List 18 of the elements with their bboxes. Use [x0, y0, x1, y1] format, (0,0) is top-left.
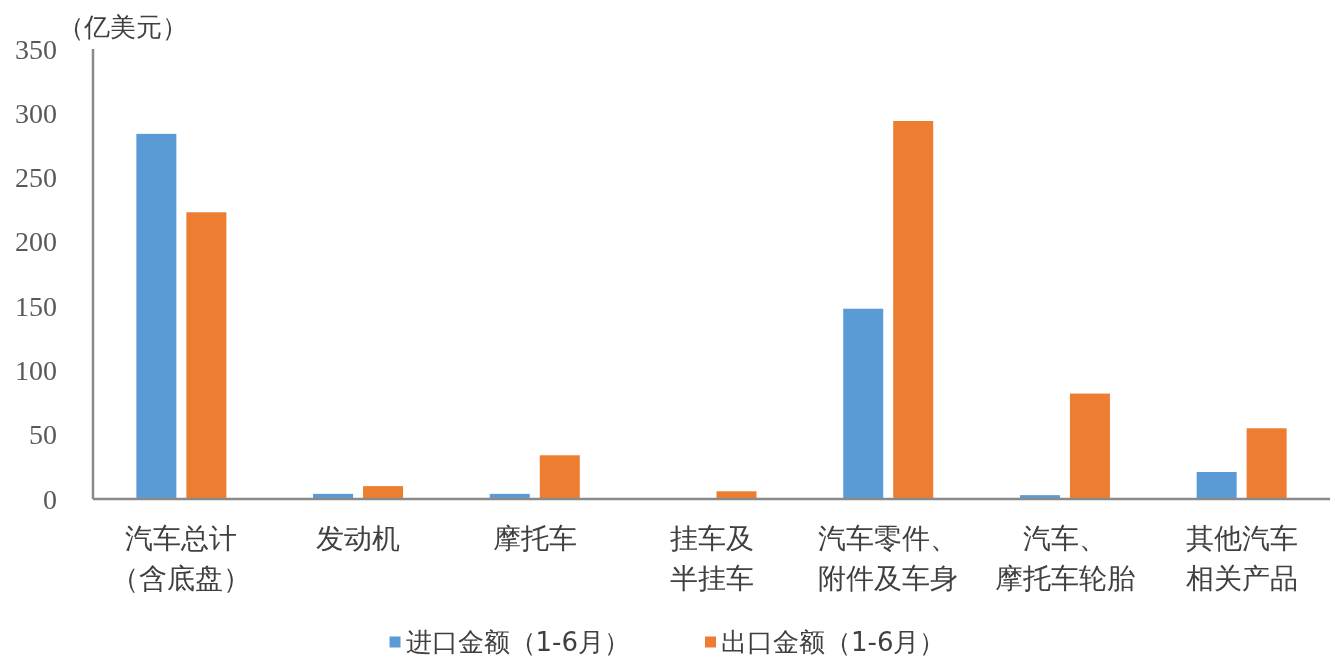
y-tick-label: 150	[15, 290, 57, 322]
legend-label: 进口金额（1-6月）	[405, 627, 630, 657]
x-tick-label: 汽车总计（含底盘）	[111, 521, 252, 595]
y-tick-label: 50	[29, 419, 57, 451]
legend-label: 出口金额（1-6月）	[721, 627, 946, 657]
x-tick-label: 汽车零件、附件及车身	[818, 521, 959, 595]
y-tick-label: 350	[15, 33, 57, 65]
y-axis-title: （亿美元）	[58, 12, 188, 42]
y-tick-label: 0	[43, 483, 57, 515]
x-tick-label: 发动机	[316, 521, 401, 555]
x-tick-label: 摩托车	[492, 521, 577, 555]
x-tick-label: 挂车及半挂车	[669, 521, 754, 595]
y-tick-label: 200	[15, 226, 57, 258]
y-tick-label: 100	[15, 354, 57, 386]
y-tick-label: 250	[15, 162, 57, 194]
x-tick-label: 其他汽车相关产品	[1185, 521, 1298, 595]
x-tick-label: 汽车、摩托车轮胎	[994, 521, 1135, 595]
y-tick-label: 300	[15, 97, 57, 129]
